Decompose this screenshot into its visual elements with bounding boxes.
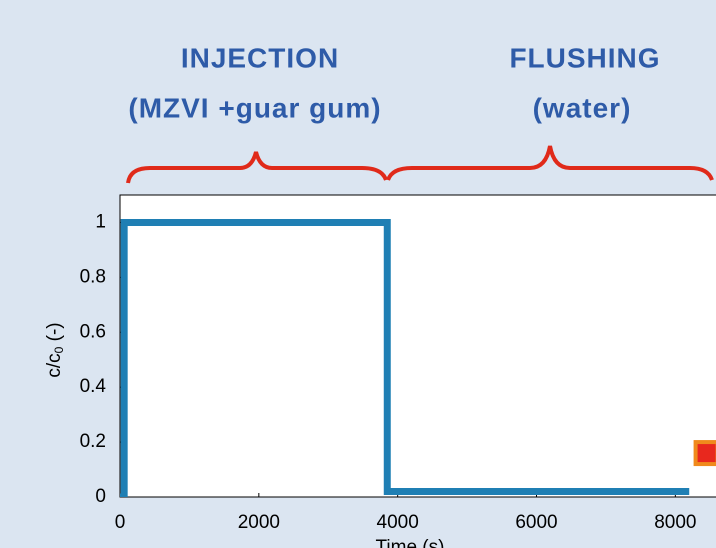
y-tick-label: 0.8 — [80, 266, 106, 287]
plot-area — [119, 194, 716, 498]
y-label-main: c/c — [44, 353, 65, 377]
brace — [386, 145, 714, 181]
x-tick-label: 2000 — [238, 512, 280, 533]
x-tick-label: 0 — [115, 512, 126, 533]
x-tick-label: 4000 — [377, 512, 419, 533]
plot-group — [120, 218, 716, 497]
y-tick-label: 1 — [95, 211, 106, 232]
data-line — [120, 218, 690, 497]
annotation: (water) — [533, 92, 632, 123]
x-tick-label: 6000 — [515, 512, 557, 533]
y-tick-label: 0.2 — [80, 431, 106, 452]
x-tick-label: 8000 — [654, 512, 696, 533]
y-axis-label: c/c0 (-) — [44, 322, 66, 377]
y-tick-label: 0.6 — [80, 321, 106, 342]
marker — [693, 440, 716, 467]
brace — [126, 151, 388, 184]
y-label-sub: 0 — [52, 346, 66, 353]
y-tick-label: 0 — [95, 486, 106, 507]
y-tick-label: 0.4 — [80, 376, 107, 397]
annotation: INJECTION — [181, 42, 339, 73]
annotation: FLUSHING — [509, 42, 660, 73]
y-label-rest: (-) — [44, 322, 65, 346]
annotation: (MZVI +guar gum) — [128, 92, 381, 123]
x-axis-label: Time (s) — [376, 537, 445, 548]
